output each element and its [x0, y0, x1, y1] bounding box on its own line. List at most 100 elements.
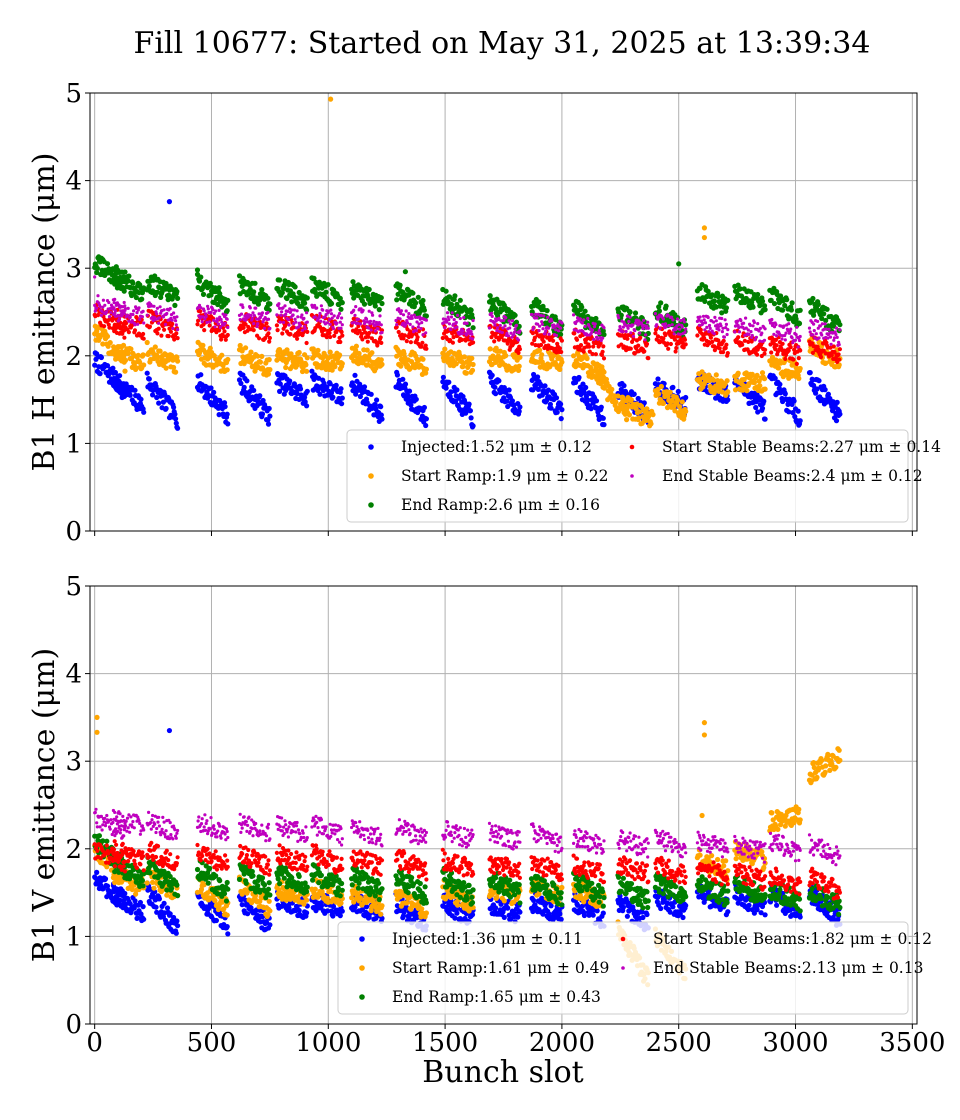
data-point — [154, 354, 160, 360]
data-point — [535, 316, 539, 320]
data-point — [163, 280, 169, 287]
data-point — [460, 332, 464, 336]
data-point — [164, 905, 171, 911]
data-point — [674, 345, 679, 351]
data-point — [304, 388, 310, 394]
data-point — [113, 324, 118, 329]
data-point — [173, 369, 179, 375]
data-point — [126, 273, 132, 279]
data-point — [774, 323, 778, 327]
data-point — [512, 333, 516, 337]
data-point — [449, 327, 453, 332]
data-point — [795, 325, 799, 329]
data-point — [758, 339, 762, 343]
data-point — [493, 323, 497, 327]
data-point — [600, 349, 605, 354]
data-point — [165, 311, 169, 316]
data-point — [827, 327, 831, 331]
data-point — [506, 334, 510, 338]
data-point — [328, 322, 332, 326]
data-point — [356, 317, 360, 321]
data-point — [510, 319, 514, 323]
data-point — [141, 309, 145, 313]
data-point — [834, 399, 840, 405]
data-point — [248, 306, 252, 310]
data-point — [724, 342, 729, 347]
data-point — [735, 370, 741, 376]
data-point — [642, 349, 647, 354]
data-point — [205, 320, 209, 324]
data-point — [224, 308, 230, 314]
data-point — [172, 311, 176, 315]
data-point — [760, 331, 764, 335]
data-point — [579, 355, 586, 361]
data-point — [554, 409, 560, 415]
data-point — [829, 342, 833, 346]
data-point — [295, 309, 299, 313]
data-point — [558, 416, 564, 422]
data-point — [713, 372, 719, 378]
data-point — [633, 406, 639, 412]
data-point — [755, 291, 761, 298]
data-point — [581, 349, 586, 354]
data-point — [788, 307, 795, 313]
data-point — [112, 306, 116, 310]
data-point — [250, 316, 254, 320]
data-point — [353, 313, 357, 317]
data-point — [626, 326, 630, 330]
data-point — [723, 318, 727, 322]
data-point — [420, 340, 425, 345]
data-point — [701, 321, 705, 325]
data-point — [631, 323, 635, 327]
data-point — [698, 327, 703, 332]
data-point — [789, 327, 793, 331]
data-point — [267, 367, 273, 373]
data-point — [226, 325, 230, 330]
data-point — [754, 335, 759, 339]
data-point — [578, 343, 584, 348]
data-point — [202, 309, 206, 313]
data-point — [715, 294, 721, 300]
data-point — [493, 306, 499, 312]
data-point — [298, 323, 303, 327]
data-point — [548, 405, 554, 411]
data-point — [837, 343, 841, 347]
data-point — [175, 315, 179, 319]
data-point — [795, 408, 801, 414]
data-point — [304, 910, 310, 916]
data-point — [163, 322, 168, 327]
data-point — [257, 336, 262, 341]
data-point — [325, 321, 330, 325]
data-point — [666, 346, 671, 351]
data-point — [613, 399, 619, 405]
data-point — [324, 384, 330, 390]
data-point — [339, 329, 344, 335]
data-point — [707, 323, 712, 328]
data-point — [710, 339, 715, 344]
data-point — [733, 324, 738, 328]
data-point — [621, 383, 627, 389]
data-point — [837, 357, 842, 362]
data-point — [109, 310, 113, 315]
legend-marker — [629, 444, 635, 450]
data-point — [166, 334, 171, 339]
data-point — [670, 323, 674, 327]
y-tick-label: 5 — [65, 79, 82, 109]
data-point — [751, 379, 758, 386]
data-point — [225, 297, 231, 303]
data-point — [615, 393, 621, 399]
data-point — [796, 356, 801, 361]
data-point — [125, 278, 131, 284]
data-point — [463, 370, 469, 376]
data-point — [379, 361, 385, 367]
data-point — [154, 394, 160, 401]
data-point — [702, 298, 708, 304]
data-point — [424, 331, 428, 335]
data-point — [719, 310, 725, 316]
data-point — [398, 363, 404, 369]
data-point — [246, 291, 252, 297]
data-point — [668, 341, 674, 347]
data-point — [118, 269, 124, 275]
data-point — [303, 327, 307, 331]
data-point — [369, 328, 373, 332]
